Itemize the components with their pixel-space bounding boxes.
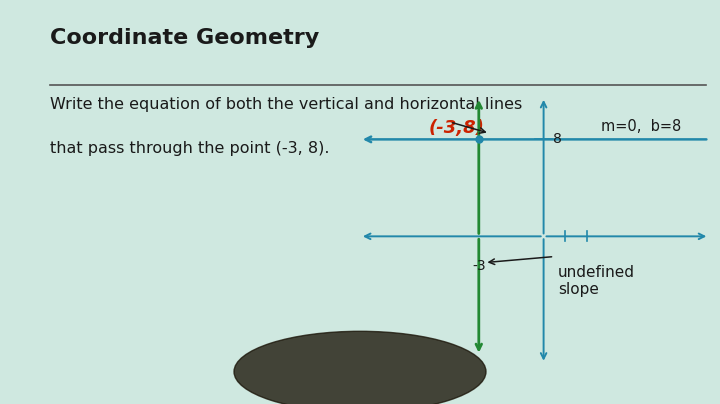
Text: -3: -3 xyxy=(472,259,485,273)
Text: m=0,  b=8: m=0, b=8 xyxy=(601,119,681,134)
Text: undefined
slope: undefined slope xyxy=(558,265,635,297)
Ellipse shape xyxy=(234,331,486,404)
Text: (-3,8): (-3,8) xyxy=(428,119,485,137)
Text: that pass through the point (-3, 8).: that pass through the point (-3, 8). xyxy=(50,141,330,156)
Text: 8: 8 xyxy=(553,133,562,146)
Text: Coordinate Geometry: Coordinate Geometry xyxy=(50,28,320,48)
Text: Write the equation of both the vertical and horizontal lines: Write the equation of both the vertical … xyxy=(50,97,523,112)
